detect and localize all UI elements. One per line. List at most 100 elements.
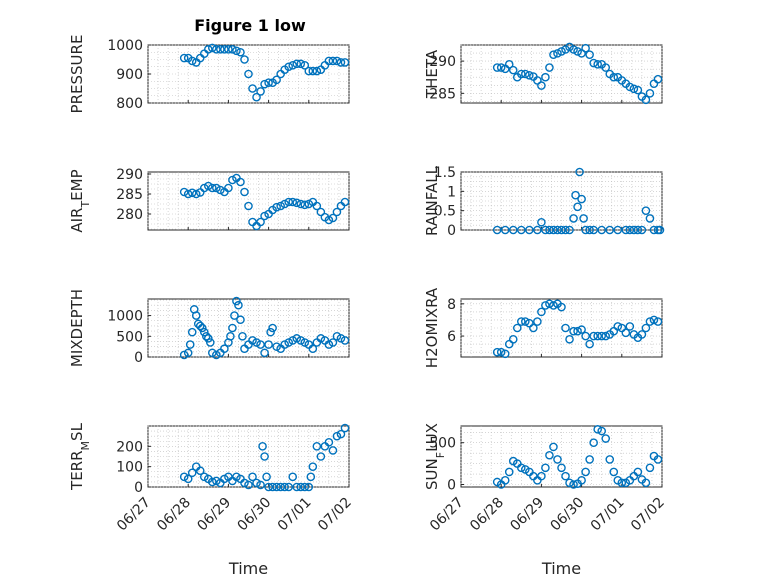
data-point — [264, 482, 273, 492]
data-point — [653, 74, 663, 84]
data-point — [641, 323, 651, 333]
y-tick-label: 800 — [116, 96, 143, 112]
data-point — [625, 225, 635, 235]
data-point — [240, 55, 249, 64]
data-point — [545, 299, 554, 309]
subplot-mixdepth: 0 500 1000 MIXDEPTH — [68, 289, 350, 367]
data-point — [304, 482, 314, 492]
x-tick-label: 07/01 — [588, 495, 628, 535]
data-point — [340, 423, 350, 433]
data-point — [256, 480, 265, 490]
data-point — [569, 214, 578, 223]
data-point — [185, 340, 195, 349]
data-point — [212, 350, 221, 360]
data-point — [328, 446, 338, 455]
data-point — [203, 45, 213, 54]
data-point — [304, 199, 314, 209]
data-point — [593, 425, 602, 434]
data-point — [280, 340, 289, 349]
data-point — [565, 225, 574, 235]
data-point — [533, 317, 542, 326]
y-axis-label: SUNFLUX — [423, 423, 447, 490]
data-point — [557, 302, 566, 312]
data-point — [195, 321, 205, 331]
data-point — [581, 467, 590, 477]
data-point — [260, 79, 269, 89]
data-point — [645, 463, 655, 473]
data-point — [561, 471, 570, 481]
x-tick-label: 06/30 — [548, 495, 588, 535]
data-point — [332, 207, 342, 217]
data-point — [605, 225, 615, 235]
data-point — [220, 344, 229, 354]
x-tick-label: 06/27 — [427, 495, 467, 535]
data-point — [533, 76, 542, 85]
data-point — [199, 472, 209, 482]
data-point — [633, 225, 643, 235]
x-tick-label: 06/29 — [507, 495, 547, 535]
data-point — [228, 175, 237, 185]
data-point — [288, 472, 298, 482]
data-point — [537, 217, 546, 227]
data-point — [187, 327, 197, 337]
data-point — [577, 476, 586, 485]
data-point — [288, 197, 298, 207]
data-point — [288, 336, 298, 345]
data-point — [549, 442, 558, 452]
data-point — [517, 463, 526, 473]
data-point — [541, 463, 550, 473]
data-point — [649, 225, 659, 235]
subplot-pressure: 800 900 1000 PRESSURE — [68, 35, 350, 113]
x-tick-label: 07/02 — [628, 495, 668, 535]
data-point — [256, 87, 265, 96]
x-axis-label: Time — [228, 559, 268, 578]
x-axis-label: Time — [541, 559, 581, 578]
data-point — [537, 81, 546, 90]
data-point — [601, 63, 611, 72]
data-point — [232, 296, 241, 306]
y-tick-label: 290 — [429, 54, 456, 70]
data-point — [336, 58, 346, 67]
data-point — [537, 471, 546, 481]
data-point — [256, 217, 265, 227]
data-point — [653, 455, 663, 464]
data-point — [300, 482, 310, 492]
data-point — [260, 348, 269, 358]
data-point — [577, 194, 586, 204]
y-tick-label: 290 — [116, 167, 143, 183]
data-point — [228, 323, 237, 333]
data-point — [492, 225, 502, 235]
data-point — [613, 322, 623, 331]
data-point — [203, 181, 213, 191]
data-point — [288, 61, 298, 70]
x-tick-label: 06/28 — [467, 495, 507, 535]
data-point — [629, 225, 639, 235]
data-point — [521, 69, 530, 79]
data-point — [645, 317, 655, 326]
data-point — [306, 472, 316, 482]
data-point — [312, 442, 322, 451]
data-point — [593, 60, 602, 69]
data-point — [629, 84, 639, 94]
data-point — [492, 347, 502, 357]
data-point — [296, 59, 306, 69]
x-tick-label: 06/29 — [194, 495, 234, 535]
data-point — [236, 177, 245, 187]
data-point — [517, 317, 526, 326]
data-point — [521, 317, 530, 326]
data-point — [597, 331, 607, 341]
data-point — [268, 323, 277, 333]
data-point — [561, 225, 570, 235]
data-point — [232, 46, 241, 56]
data-point — [565, 478, 574, 488]
data-point — [248, 336, 257, 345]
data-point — [308, 462, 318, 471]
data-point — [336, 334, 346, 343]
data-point — [232, 472, 241, 482]
data-point — [187, 188, 197, 198]
data-point — [300, 61, 310, 70]
data-point — [525, 70, 534, 80]
data-point — [581, 225, 590, 235]
data-point — [324, 56, 334, 66]
data-point — [179, 472, 189, 482]
